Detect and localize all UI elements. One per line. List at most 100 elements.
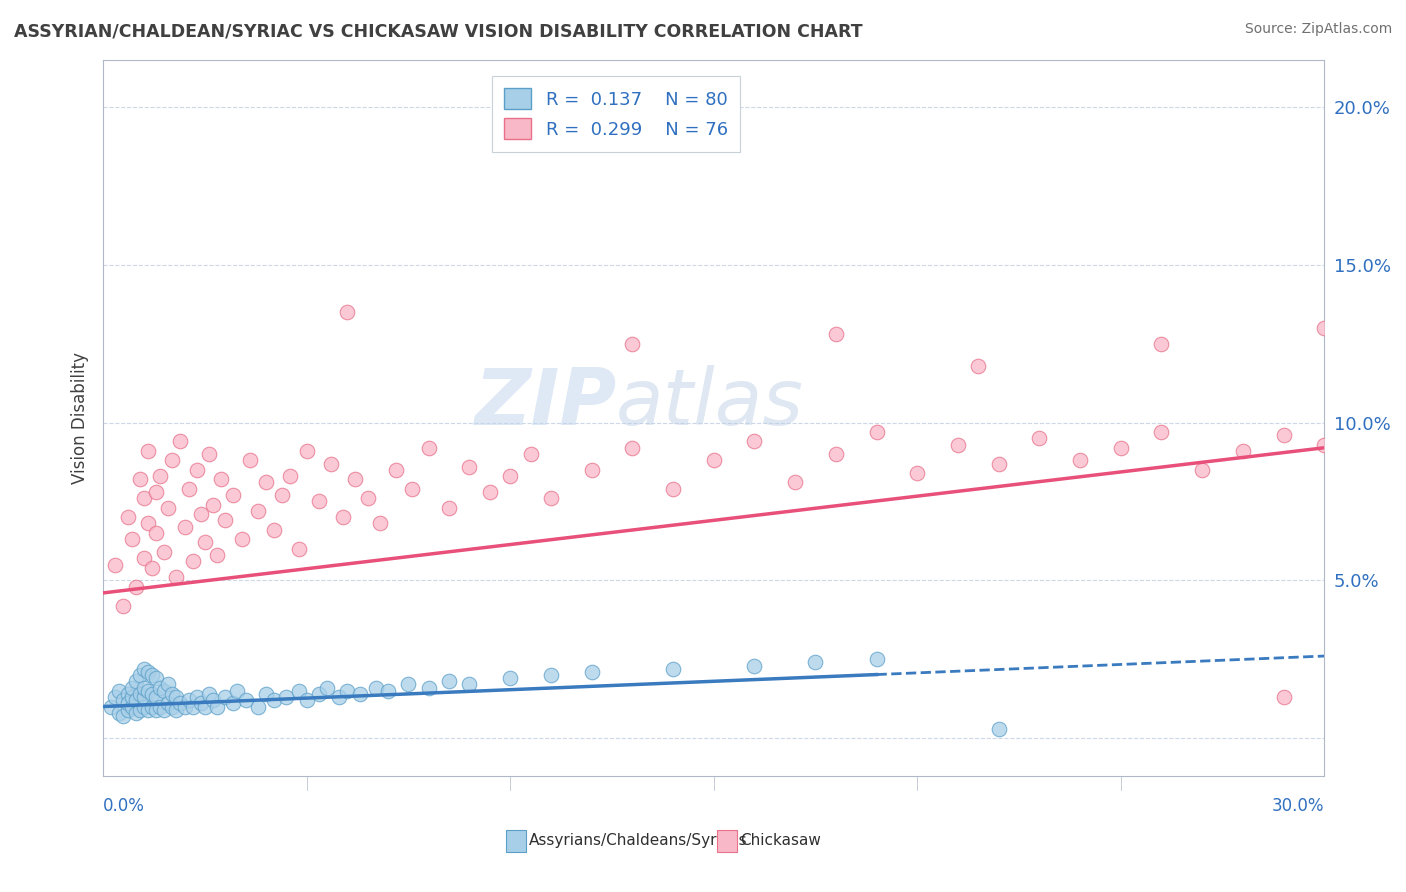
Point [987, 722, 1010, 736]
Point [865, 652, 887, 666]
Point [824, 447, 846, 461]
Point [662, 482, 685, 496]
Point [177, 482, 200, 496]
Point [540, 668, 562, 682]
Point [328, 690, 350, 704]
Point [246, 504, 269, 518]
Point [824, 327, 846, 342]
Point [254, 475, 277, 490]
Text: 0.0%: 0.0% [103, 797, 145, 815]
Point [499, 671, 522, 685]
Point [226, 683, 249, 698]
Point [235, 693, 257, 707]
Point [1313, 437, 1336, 451]
Point [136, 444, 159, 458]
Point [202, 498, 225, 512]
Point [194, 535, 217, 549]
Point [100, 699, 122, 714]
Point [173, 699, 195, 714]
Point [418, 441, 440, 455]
Point [165, 703, 187, 717]
Point [1150, 336, 1173, 351]
Point [132, 681, 155, 695]
Point [349, 687, 371, 701]
Point [157, 697, 180, 711]
Point [295, 444, 318, 458]
Point [157, 677, 180, 691]
Point [1069, 453, 1091, 467]
Point [186, 463, 208, 477]
Text: ZIP: ZIP [474, 366, 616, 442]
Point [169, 697, 191, 711]
Point [336, 305, 359, 319]
Point [1313, 321, 1336, 335]
Point [785, 475, 807, 490]
Point [165, 570, 187, 584]
Point [165, 690, 187, 704]
Point [132, 699, 155, 714]
Point [108, 683, 131, 698]
Point [198, 687, 221, 701]
Text: atlas: atlas [616, 366, 804, 442]
Text: Chickasaw: Chickasaw [740, 833, 821, 847]
Point [540, 491, 562, 506]
Point [121, 681, 143, 695]
Point [132, 551, 155, 566]
Point [1272, 690, 1295, 704]
Point [581, 463, 603, 477]
Point [186, 690, 208, 704]
Point [141, 699, 163, 714]
Point [141, 687, 163, 701]
Point [117, 697, 139, 711]
Point [458, 677, 481, 691]
Point [295, 693, 318, 707]
Point [357, 491, 380, 506]
Y-axis label: Vision Disability: Vision Disability [72, 351, 89, 483]
Point [205, 548, 228, 562]
Point [141, 560, 163, 574]
Point [153, 703, 176, 717]
Point [112, 693, 135, 707]
Point [190, 507, 212, 521]
Point [214, 690, 236, 704]
Point [190, 697, 212, 711]
Point [254, 687, 277, 701]
Point [865, 425, 887, 439]
Point [121, 699, 143, 714]
Legend: R =  0.137    N = 80, R =  0.299    N = 76: R = 0.137 N = 80, R = 0.299 N = 76 [492, 76, 741, 152]
Point [117, 510, 139, 524]
Point [128, 472, 150, 486]
Text: Source: ZipAtlas.com: Source: ZipAtlas.com [1244, 22, 1392, 37]
Point [287, 541, 309, 556]
Point [987, 457, 1010, 471]
Point [319, 457, 342, 471]
Point [136, 665, 159, 679]
Point [271, 488, 294, 502]
Point [478, 484, 501, 499]
Point [308, 494, 330, 508]
Point [377, 683, 399, 698]
Point [276, 690, 298, 704]
Point [108, 706, 131, 720]
Point [128, 687, 150, 701]
Point [153, 545, 176, 559]
Point [946, 437, 969, 451]
Point [744, 434, 766, 449]
Point [1028, 431, 1050, 445]
Text: Assyrians/Chaldeans/Syriacs: Assyrians/Chaldeans/Syriacs [529, 833, 748, 847]
Point [112, 599, 135, 613]
Point [499, 469, 522, 483]
Point [125, 693, 148, 707]
Point [125, 580, 148, 594]
Point [173, 519, 195, 533]
Point [132, 662, 155, 676]
Point [364, 681, 387, 695]
Point [418, 681, 440, 695]
Point [145, 525, 167, 540]
Point [280, 469, 302, 483]
Point [181, 554, 204, 568]
Point [132, 491, 155, 506]
Point [121, 533, 143, 547]
Text: ASSYRIAN/CHALDEAN/SYRIAC VS CHICKASAW VISION DISABILITY CORRELATION CHART: ASSYRIAN/CHALDEAN/SYRIAC VS CHICKASAW VI… [14, 22, 863, 40]
Point [136, 683, 159, 698]
